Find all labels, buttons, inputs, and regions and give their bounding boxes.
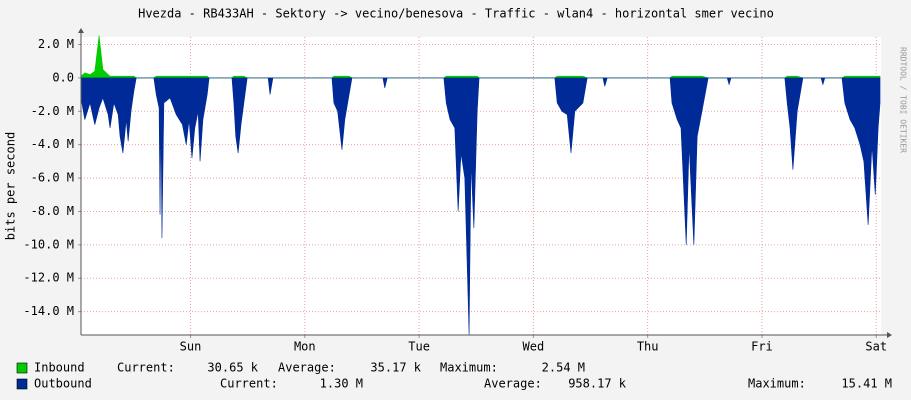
legend-label: Inbound	[34, 361, 85, 375]
legend: Inbound Current: 30.65 k Average: 35.17 k Max…	[16, 361, 892, 391]
x-tick-label: Mon	[294, 340, 316, 354]
data-marks	[80, 35, 881, 336]
y-axis-label: bits per second	[4, 132, 18, 240]
stat-value: 958.17 k	[568, 377, 627, 391]
x-tick-label: Sat	[865, 340, 887, 354]
x-tick-label: Sun	[180, 340, 202, 354]
stat-label: Maximum:	[440, 361, 498, 375]
stat-label: Average:	[484, 377, 542, 391]
y-tick-label: -2.0 M	[31, 104, 74, 118]
chart-title: Hvezda - RB433AH - Sektory -> vecino/ben…	[138, 7, 774, 21]
stat-value: 15.41 M	[841, 377, 892, 391]
y-tick-label: -8.0 M	[31, 204, 74, 218]
stat-value: 30.65 k	[207, 361, 258, 375]
y-tick-label: 0.0	[52, 70, 74, 84]
legend-swatch	[16, 378, 28, 390]
y-tick-label: 2.0 M	[38, 37, 74, 51]
stat-value: 35.17 k	[370, 361, 421, 375]
stat-label: Average:	[278, 361, 336, 375]
x-tick-label: Wed	[523, 340, 545, 354]
watermark: RRDTOOL / TOBI OETIKER	[899, 47, 908, 153]
grid	[81, 37, 881, 335]
legend-label: Outbound	[34, 377, 92, 391]
stat-value: 2.54 M	[542, 361, 585, 375]
axes: 2.0 M 0.0 -2.0 M -4.0 M -6.0 M -8.0 M -10.0 M -…	[23, 28, 892, 354]
y-tick-label: -10.0 M	[23, 237, 74, 251]
stat-value: 1.30 M	[320, 377, 363, 391]
y-tick-label: -14.0 M	[23, 304, 74, 318]
x-tick-label: Fri	[751, 340, 773, 354]
stat-label: Current:	[220, 377, 278, 391]
stat-label: Maximum:	[748, 377, 806, 391]
y-tick-label: -4.0 M	[31, 137, 74, 151]
x-axis-arrow	[887, 332, 892, 338]
y-axis-arrow	[78, 28, 84, 33]
plot-area	[81, 37, 881, 335]
area	[80, 77, 881, 336]
y-tick-label: -12.0 M	[23, 271, 74, 285]
x-tick-label: Tue	[408, 340, 430, 354]
stat-label: Current:	[117, 361, 175, 375]
x-tick-label: Thu	[637, 340, 659, 354]
y-tick-label: -6.0 M	[31, 171, 74, 185]
legend-swatch	[16, 362, 28, 374]
